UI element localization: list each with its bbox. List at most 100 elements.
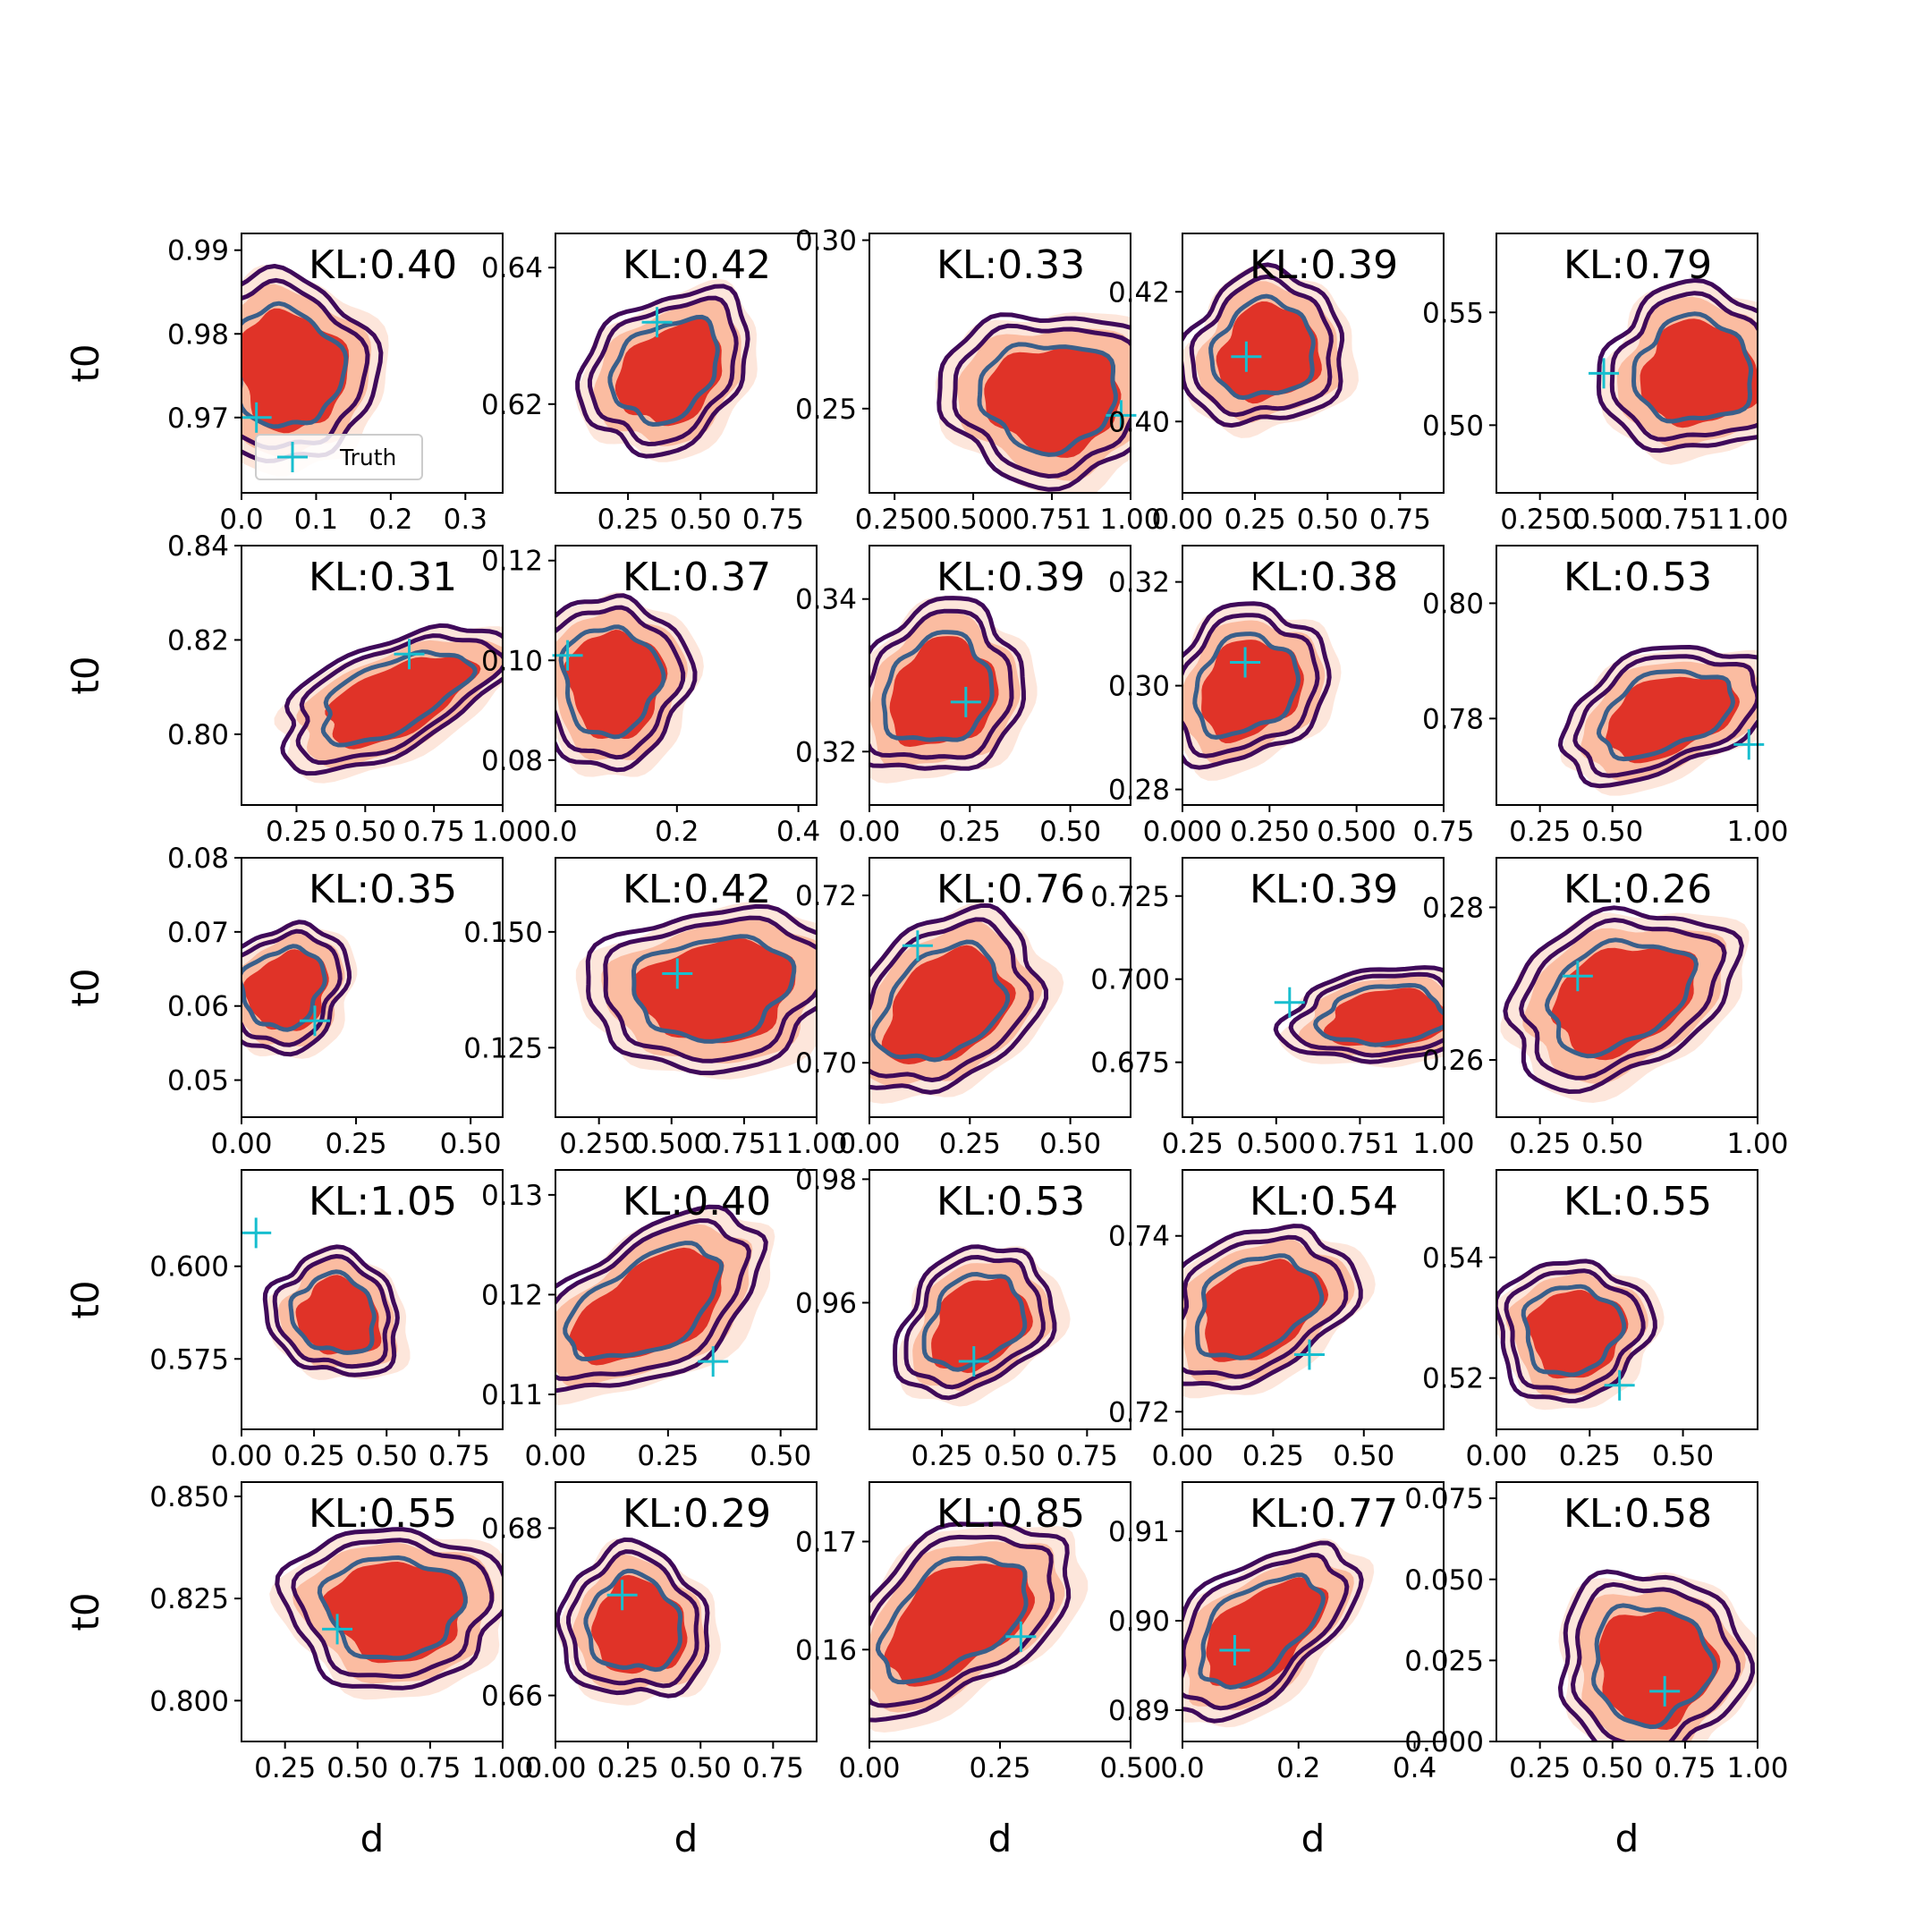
x-tick-label: 0.250 (559, 1128, 639, 1160)
contour-line-mid (1288, 971, 1444, 1058)
density-contours (555, 1204, 775, 1405)
contour-line-inner (1198, 1572, 1326, 1690)
y-tick-label: 0.05 (167, 1065, 229, 1097)
x-tick-label: 0.50 (670, 1752, 732, 1784)
axes-frame (1496, 545, 1758, 806)
y-tick-label: 0.10 (481, 645, 543, 677)
kl-annotation: KL:0.55 (1563, 1179, 1712, 1224)
x-tick-label: 0.25 (1162, 1128, 1224, 1160)
contour-line-mid (869, 608, 1014, 760)
contour-line-mid (555, 605, 686, 760)
kl-annotation: KL:0.42 (623, 242, 771, 288)
x-tick-label: 0.75 (742, 504, 804, 536)
y-tick-label: 0.72 (795, 880, 857, 912)
contour-line-mid (242, 928, 343, 1047)
x-tick-label: 0.500 (1572, 504, 1652, 536)
x-tick-label: 0.50 (1581, 1752, 1643, 1784)
x-tick-label: 0.1 (294, 504, 338, 536)
subplot-22: 0.00 0.25 0.50 0.75 0.66 0.68 KL:0.29 d (481, 1481, 818, 1860)
axes-frame (241, 1169, 504, 1430)
y-tick-label: 0.98 (167, 318, 229, 351)
y-tick-label: 0.99 (167, 235, 229, 267)
density-fill-inner (889, 636, 999, 747)
contour-line-inner (977, 342, 1118, 457)
x-tick-label: 0.500 (934, 504, 1013, 536)
kl-annotation: KL:0.40 (623, 1179, 771, 1224)
contour-line-inner (1631, 311, 1754, 424)
x-tick-label: 0.75 (1369, 504, 1431, 536)
x-tick-label: 0.25 (266, 816, 327, 848)
kl-annotation: KL:0.33 (936, 242, 1085, 288)
contour-line-mid (952, 323, 1131, 479)
density-contours (262, 1244, 411, 1380)
x-tick-label: 0.25 (1509, 1752, 1571, 1784)
density-fill-inner (242, 308, 350, 434)
x-tick-label: 0.50 (326, 1752, 388, 1784)
contour-line-mid (1189, 274, 1334, 418)
kl-annotation: KL:0.26 (1563, 867, 1712, 912)
contour-line-outer (242, 919, 352, 1057)
contour-line-inner (607, 314, 720, 427)
contour-line-inner (1544, 937, 1699, 1059)
x-tick-label: 0.50 (440, 1128, 502, 1160)
contour-line-outer (555, 1537, 710, 1699)
x-tick-label: 0.751 (1013, 504, 1092, 536)
x-tick-label: 0.75 (428, 1440, 490, 1472)
subplot-11: 0.00 0.25 0.50 0.05 0.06 0.07 0.08 KL:0.35 t0 (64, 843, 504, 1160)
contour-line-inner (242, 944, 327, 1032)
contour-line-mid (272, 1254, 391, 1369)
subplot-13: 0.00 0.25 0.50 0.70 0.72 KL:0.76 (795, 857, 1131, 1160)
density-contours (869, 1521, 1089, 1733)
truth-marker (1733, 729, 1765, 760)
y-tick-label: 0.55 (1422, 297, 1484, 329)
y-tick-label: 0.600 (149, 1251, 229, 1284)
subplot-10: 0.25 0.50 1.00 0.78 0.80 KL:0.53 (1422, 545, 1789, 848)
truth-marker (1219, 1635, 1250, 1665)
x-tick-label: 0.25 (254, 1752, 316, 1784)
truth-marker (1230, 647, 1261, 678)
axes-frame (1496, 233, 1758, 494)
contour-line-inner (1596, 669, 1735, 762)
axes-frame (1496, 1169, 1758, 1430)
subplot-18: 0.25 0.50 0.75 0.96 0.98 KL:0.53 (795, 1164, 1131, 1472)
truth-marker (322, 1614, 353, 1645)
x-tick-label: 0.2 (655, 816, 699, 848)
y-tick-label: 0.30 (795, 225, 857, 258)
contour-line-outer (1596, 278, 1758, 453)
axes-frame (555, 857, 818, 1118)
contour-line-inner (1194, 1253, 1325, 1360)
kl-annotation: KL:1.05 (309, 1179, 457, 1224)
subplot-19: 0.00 0.25 0.50 0.72 0.74 KL:0.54 (1108, 1169, 1445, 1472)
density-contours (1182, 262, 1359, 438)
x-tick-label: 0.25 (326, 1128, 387, 1160)
x-tick-label: 0.75 (742, 1752, 804, 1784)
contour-line-outer (275, 1527, 503, 1690)
subplot-23: 0.00 0.25 0.50 0.16 0.17 KL:0.85 d (795, 1481, 1162, 1860)
x-tick-label: 1.00 (1726, 1752, 1788, 1784)
kl-annotation: KL:0.42 (623, 867, 771, 912)
subplot-24: 0.0 0.2 0.4 0.89 0.90 0.91 KL:0.77 d (1108, 1481, 1445, 1860)
x-tick-label: 0.000 (1143, 816, 1223, 848)
panels-group: 0.0 0.1 0.2 0.30.970.980.99 KL:0.40Trutht00.… (64, 225, 1789, 1860)
x-tick-label: 0.500 (1317, 816, 1396, 848)
x-tick-label: 0.25 (1224, 504, 1286, 536)
x-axis-label: d (360, 1817, 385, 1860)
contour-line-mid (1572, 654, 1758, 778)
x-tick-label: 0.75 (1412, 816, 1474, 848)
kl-annotation: KL:0.55 (309, 1491, 457, 1537)
contour-line-mid (1571, 1581, 1741, 1741)
y-tick-label: 0.675 (1090, 1047, 1170, 1080)
contour-line-mid (869, 917, 1034, 1082)
x-tick-label: 0.25 (1559, 1440, 1621, 1472)
x-tick-label: 0.250 (1500, 504, 1580, 536)
x-tick-label: 0.50 (1581, 1128, 1643, 1160)
x-tick-label: 0.00 (524, 1440, 586, 1472)
density-fill-inner (325, 657, 481, 750)
x-axis-label: d (1301, 1817, 1326, 1860)
x-tick-label: 0.0 (219, 504, 263, 536)
x-tick-label: 0.25 (1242, 1440, 1304, 1472)
x-tick-label: 0.2 (369, 504, 412, 536)
density-contours (1182, 1538, 1375, 1728)
contour-line-mid (1182, 1553, 1350, 1711)
x-tick-label: 0.50 (356, 1440, 418, 1472)
